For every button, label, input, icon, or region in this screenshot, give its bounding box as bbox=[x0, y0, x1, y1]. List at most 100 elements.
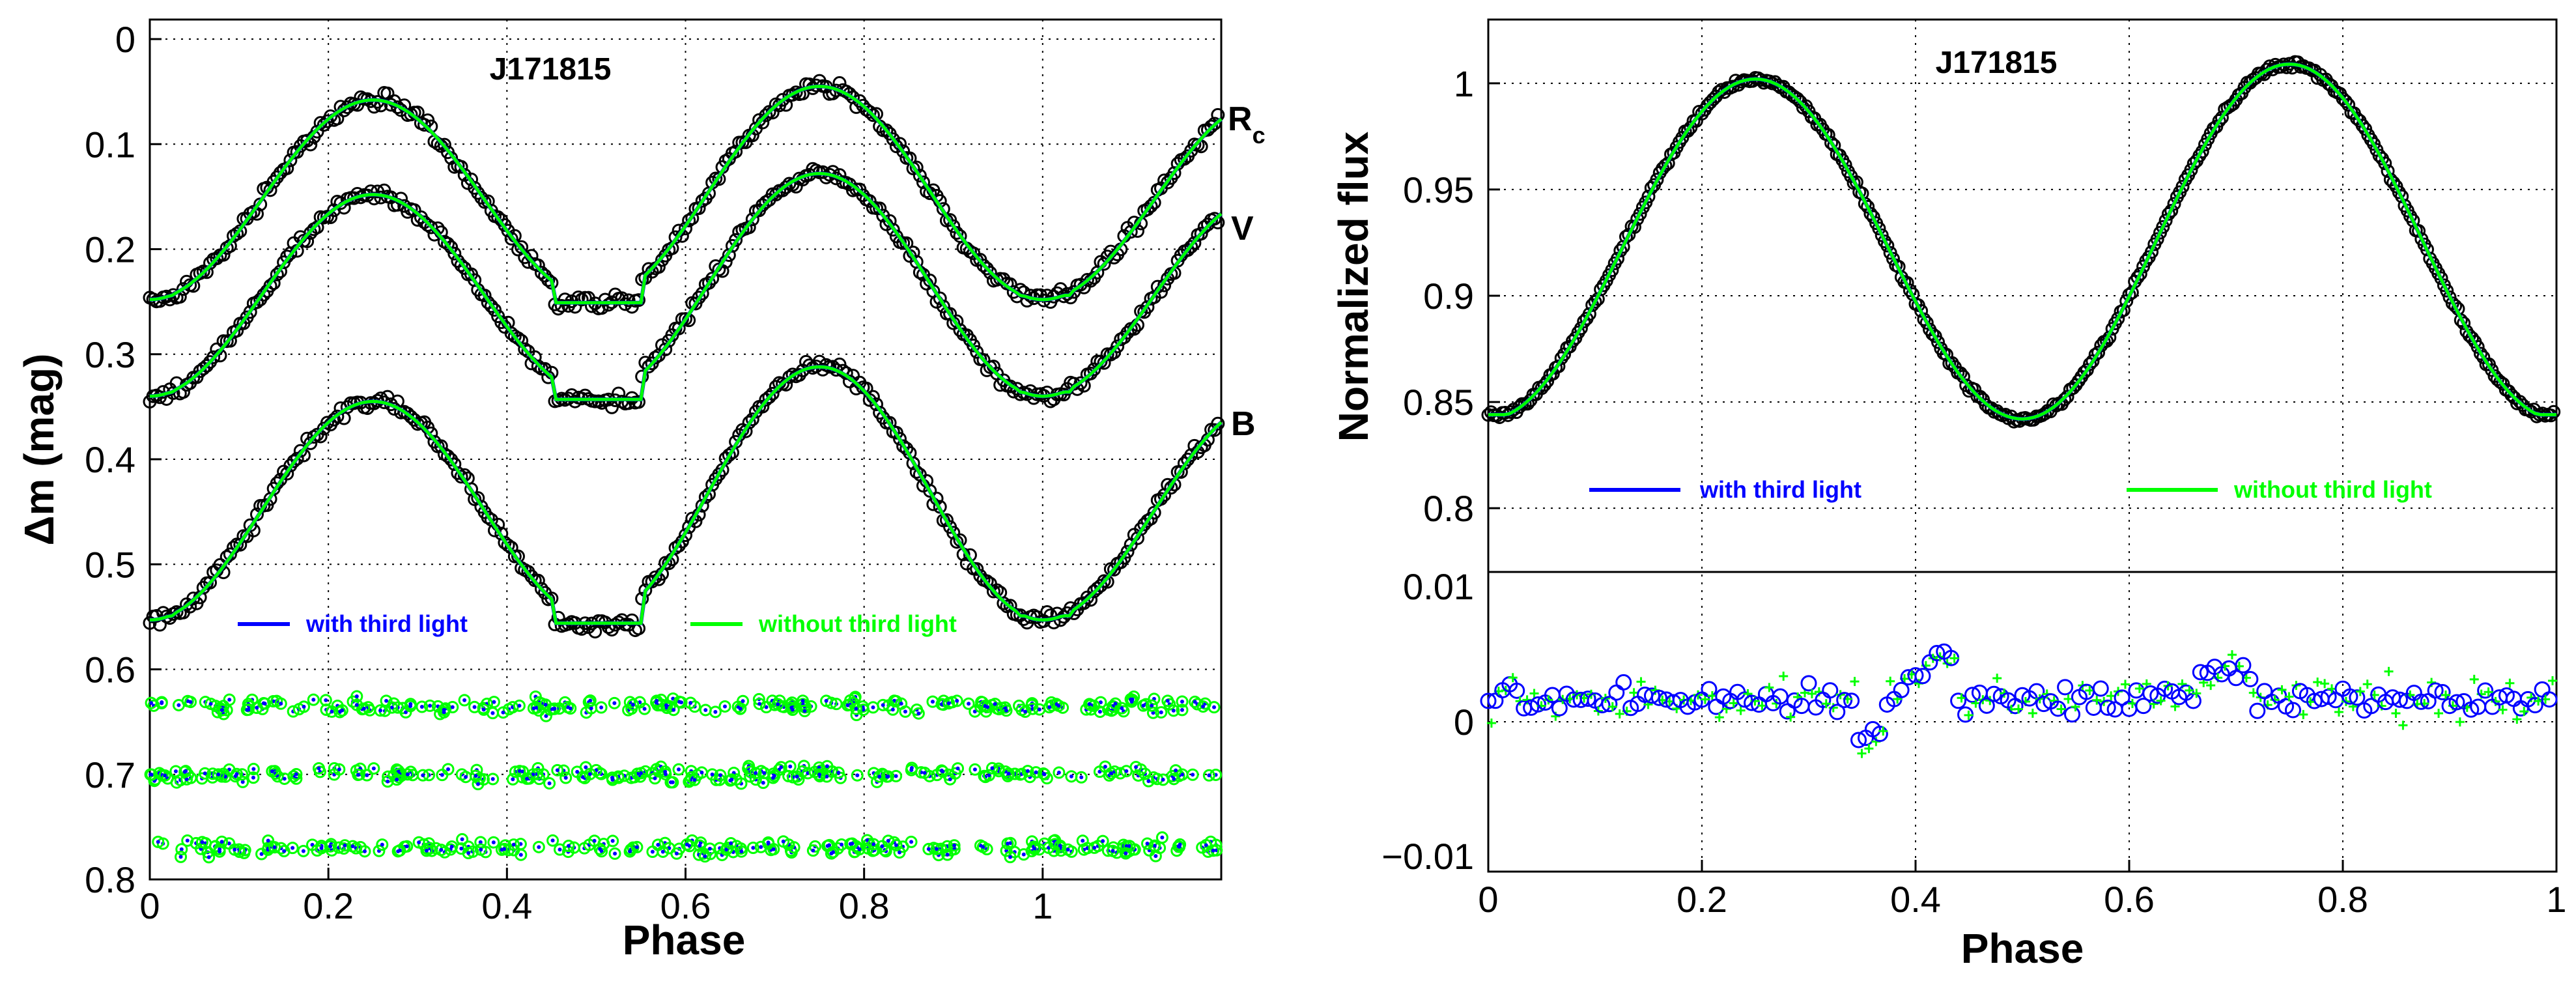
residual-point-with-third-light bbox=[589, 706, 593, 711]
flux-obs-point bbox=[1838, 158, 1852, 172]
residual-point-without-third-light bbox=[420, 844, 433, 857]
residual-point-without-third-light bbox=[401, 768, 414, 781]
residual-point-with-third-light bbox=[987, 773, 991, 778]
residual-point-without-third-light bbox=[1094, 705, 1107, 719]
residual-point-without-third-light bbox=[219, 770, 232, 783]
residual-point-without-third-light bbox=[962, 697, 975, 710]
flux-obs-point bbox=[2167, 197, 2181, 211]
residual-point-with-third-light bbox=[517, 704, 522, 708]
flux-obs-point bbox=[2150, 232, 2164, 246]
flux-obs-point bbox=[2420, 242, 2434, 257]
residual-point-without-third-light bbox=[1176, 695, 1189, 708]
residual-point-with-third-light bbox=[738, 707, 743, 711]
residual-point-with-third-light bbox=[555, 768, 559, 773]
obs-point-rc bbox=[632, 293, 646, 307]
flux-residual-with-third-light bbox=[1650, 689, 1667, 706]
obs-point-v bbox=[1120, 326, 1135, 340]
residual-point-with-third-light bbox=[1124, 851, 1128, 856]
right-x-axis-label: Phase bbox=[1961, 925, 2084, 972]
residual-point-without-third-light bbox=[1096, 834, 1109, 848]
obs-point-v bbox=[1087, 362, 1101, 377]
flux-residual-without-third-light bbox=[1636, 677, 1646, 687]
residual-point-with-third-light bbox=[587, 772, 592, 776]
residual-point-with-third-light bbox=[490, 776, 495, 781]
residual-point-with-third-light bbox=[160, 701, 164, 705]
residual-point-without-third-light bbox=[1191, 698, 1204, 711]
residual-point-with-third-light bbox=[492, 700, 496, 704]
residual-point-without-third-light bbox=[335, 704, 348, 717]
flux-obs-point bbox=[1861, 199, 1875, 214]
band-label-v: V bbox=[1231, 210, 1254, 248]
residual-point-without-third-light bbox=[1083, 698, 1096, 711]
residual-point-with-third-light bbox=[1204, 843, 1208, 848]
flux-residual-without-third-light bbox=[2334, 707, 2343, 717]
residual-point-without-third-light bbox=[890, 838, 903, 851]
residual-point-with-third-light bbox=[766, 842, 771, 846]
residual-point-with-third-light bbox=[789, 705, 794, 710]
residual-point-with-third-light bbox=[575, 769, 580, 774]
obs-point-b bbox=[742, 416, 756, 430]
flux-obs-point bbox=[2440, 283, 2454, 298]
residual-point-without-third-light bbox=[1129, 761, 1142, 774]
obs-point-v bbox=[206, 350, 221, 364]
obs-point-rc bbox=[1208, 117, 1222, 131]
residual-point-with-third-light bbox=[802, 709, 807, 713]
residual-point-with-third-light bbox=[1025, 769, 1030, 773]
residual-point-with-third-light bbox=[1008, 855, 1013, 859]
residual-point-with-third-light bbox=[511, 777, 515, 782]
obs-point-b bbox=[1090, 581, 1105, 595]
residual-point-with-third-light bbox=[1171, 708, 1176, 713]
flux-obs-point bbox=[2434, 271, 2448, 285]
flux-residual-with-third-light bbox=[2242, 670, 2259, 687]
residual-point-without-third-light bbox=[1062, 843, 1075, 856]
residual-point-with-third-light bbox=[475, 782, 480, 786]
residual-point-with-third-light bbox=[203, 771, 207, 776]
residual-point-with-third-light bbox=[825, 764, 829, 769]
residual-point-with-third-light bbox=[177, 703, 181, 707]
residual-point-without-third-light bbox=[1169, 764, 1182, 777]
residual-point-with-third-light bbox=[759, 845, 763, 849]
residual-point-with-third-light bbox=[511, 842, 516, 847]
flux-obs-point bbox=[1551, 359, 1566, 373]
residual-point-without-third-light bbox=[737, 694, 750, 707]
flux-residual-without-third-light bbox=[1714, 713, 1724, 722]
residual-point-with-third-light bbox=[771, 847, 776, 851]
residual-point-without-third-light bbox=[195, 842, 208, 855]
residual-point-with-third-light bbox=[490, 711, 495, 715]
residual-point-without-third-light bbox=[298, 700, 311, 713]
residual-point-with-third-light bbox=[653, 776, 657, 780]
left-y-tick-label: 0.7 bbox=[85, 754, 135, 795]
residual-point-with-third-light bbox=[700, 770, 704, 775]
flux-residual-without-third-light bbox=[2156, 696, 2166, 705]
residual-point-with-third-light bbox=[337, 767, 341, 772]
flux-residual-with-third-light bbox=[2349, 689, 2366, 706]
residual-point-with-third-light bbox=[630, 702, 635, 707]
right-data-layer bbox=[1480, 55, 2561, 758]
residual-point-without-third-light bbox=[144, 768, 157, 781]
flux-obs-point bbox=[1680, 124, 1695, 138]
flux-residual-without-third-light bbox=[2534, 696, 2543, 706]
residual-point-with-third-light bbox=[324, 698, 328, 702]
flux-residual-with-third-light bbox=[2249, 702, 2266, 719]
residual-point-without-third-light bbox=[354, 762, 367, 775]
flux-residual-without-third-light bbox=[1964, 710, 1974, 720]
residual-point-with-third-light bbox=[939, 768, 944, 773]
flux-residual-with-third-light bbox=[1950, 692, 1967, 709]
obs-point-rc bbox=[950, 226, 964, 240]
residual-point-with-third-light bbox=[408, 704, 413, 708]
residual-point-without-third-light bbox=[820, 770, 833, 783]
flux-residual-without-third-light bbox=[2434, 709, 2444, 719]
residual-point-without-third-light bbox=[216, 835, 229, 848]
residual-point-with-third-light bbox=[233, 848, 237, 852]
residual-point-without-third-light bbox=[714, 769, 727, 782]
left-x-tick-label: 0.4 bbox=[481, 885, 532, 926]
residual-point-with-third-light bbox=[634, 845, 639, 849]
residual-point-with-third-light bbox=[1174, 768, 1178, 773]
flux-residual-without-third-light bbox=[2056, 704, 2066, 714]
residual-point-with-third-light bbox=[722, 704, 727, 709]
obs-point-v bbox=[1208, 212, 1222, 226]
residual-point-without-third-light bbox=[175, 843, 188, 856]
residual-point-without-third-light bbox=[290, 767, 303, 780]
obs-point-rc bbox=[729, 145, 743, 159]
obs-point-rc bbox=[1144, 199, 1158, 213]
